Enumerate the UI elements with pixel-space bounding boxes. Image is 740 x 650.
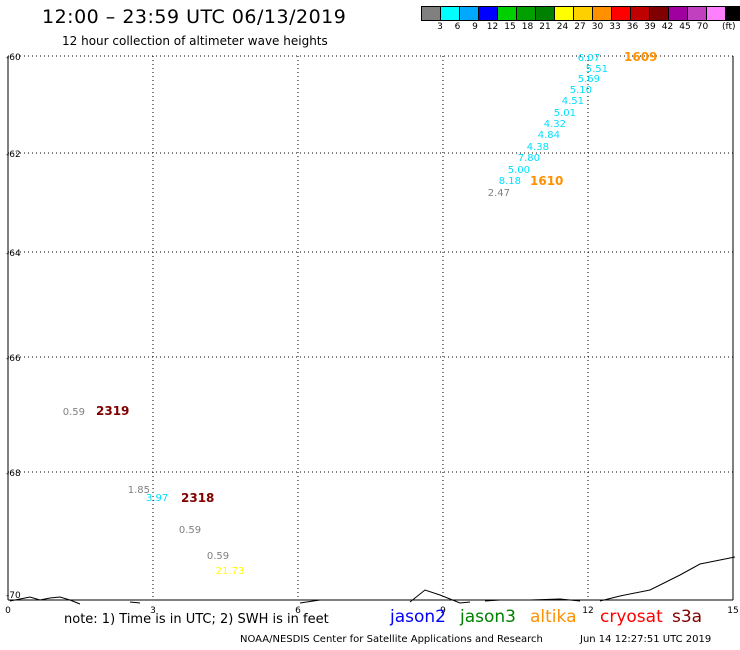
wave-height-value: 5.01 xyxy=(554,108,576,119)
wave-height-value: 8.18 xyxy=(499,176,521,187)
latitude-label: -64 xyxy=(6,249,21,259)
wave-height-value: 0.59 xyxy=(63,407,85,418)
wave-height-map: 0 3 6 9 12 15-60-62-64-66-68-70 6.075.515.695… xyxy=(0,0,740,650)
wave-height-value: 4.32 xyxy=(544,119,566,130)
wave-height-value: 0.59 xyxy=(207,551,229,562)
footer-timestamp: Jun 14 12:27:51 UTC 2019 xyxy=(580,634,711,645)
coastline-west xyxy=(10,557,735,604)
wave-height-value: 7.80 xyxy=(518,153,540,164)
lat-lon-grid: 0 3 6 9 12 15-60-62-64-66-68-70 xyxy=(5,53,739,616)
latitude-label: -62 xyxy=(6,150,21,160)
wave-height-value: 21.73 xyxy=(216,566,245,577)
pass-time-stamp: 1610 xyxy=(530,174,563,188)
wave-height-value: 4.38 xyxy=(527,142,549,153)
wave-height-value: 4.51 xyxy=(562,96,584,107)
longitude-label: 15 xyxy=(727,606,738,616)
latitude-label: -68 xyxy=(6,469,21,479)
pass-time-stamp: 1609 xyxy=(624,50,657,64)
wave-height-value: 6.07 xyxy=(578,53,600,64)
longitude-label: 0 xyxy=(5,606,11,616)
footer-credit: NOAA/NESDIS Center for Satellite Applica… xyxy=(240,634,543,645)
wave-height-value: 5.10 xyxy=(570,85,592,96)
longitude-label: 12 xyxy=(582,606,593,616)
latitude-label: -66 xyxy=(6,354,21,364)
pass-time-stamp: 2318 xyxy=(181,491,214,505)
wave-height-value: 3.97 xyxy=(146,493,168,504)
wave-height-value: 4.84 xyxy=(538,130,560,141)
wave-height-value: 2.47 xyxy=(488,188,510,199)
satellite-legend-item: jason3 xyxy=(460,607,516,627)
wave-height-value: 5.00 xyxy=(508,165,530,176)
latitude-label: -60 xyxy=(6,53,21,63)
wave-height-value: 0.59 xyxy=(179,525,201,536)
wave-height-value: 5.69 xyxy=(578,74,600,85)
satellite-legend-item: jason2 xyxy=(390,607,446,627)
satellite-legend-item: cryosat xyxy=(600,607,663,627)
coastline xyxy=(10,557,735,604)
satellite-legend-item: s3a xyxy=(672,607,702,627)
observations-layer: 6.075.515.695.104.515.014.324.844.387.80… xyxy=(63,53,608,577)
satellite-legend-item: altika xyxy=(530,607,577,627)
pass-time-stamp: 2319 xyxy=(96,404,129,418)
note-text: note: 1) Time is in UTC; 2) SWH is in fe… xyxy=(64,612,329,627)
